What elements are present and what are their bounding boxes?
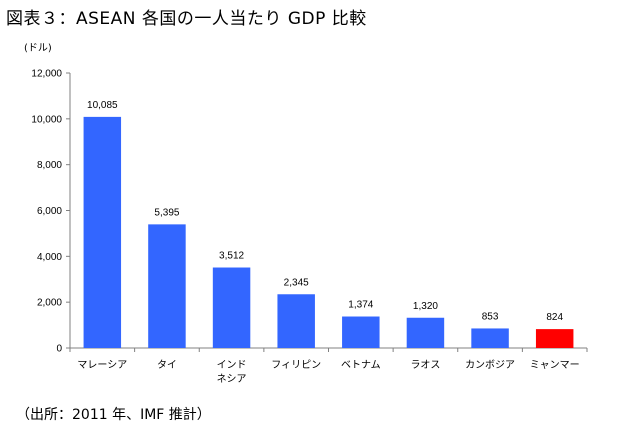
data-label: 824: [546, 312, 563, 323]
chart-title: 図表３：ASEAN 各国の一人当たり GDP 比較: [6, 9, 367, 29]
y-tick-label: 6,000: [37, 206, 62, 217]
bar: [212, 267, 251, 348]
data-label: 1,374: [348, 300, 373, 311]
x-tick-label: ミャンマー: [530, 360, 580, 371]
y-tick-label: 8,000: [37, 160, 62, 171]
bar: [83, 116, 122, 349]
y-tick-label: 12,000: [31, 69, 62, 80]
x-tick-label: インドネシア: [217, 360, 247, 385]
axes: [69, 73, 588, 352]
bar: [471, 328, 509, 348]
y-axis-unit-label: (ドル): [24, 43, 52, 54]
x-tick-label: ベトナム: [341, 359, 381, 371]
data-labels: 10,085 5,395 3,512 2,345 1,374 1,320 853 824: [87, 100, 563, 323]
data-label: 3,512: [219, 251, 244, 262]
bar: [406, 317, 445, 348]
x-tick-label: タイ: [157, 359, 177, 371]
data-label: 10,085: [87, 100, 118, 111]
data-label: 5,395: [154, 207, 179, 218]
x-axis-labels: マレーシア タイ インドネシア フィリピン ベトナム ラオス カンボジア ミャンマー: [77, 359, 579, 385]
x-tick-label: ラオス: [410, 359, 440, 371]
source-note: （出所：2011 年、IMF 推計）: [16, 407, 211, 423]
data-label: 853: [482, 311, 499, 322]
bar: [342, 316, 380, 348]
bar: [535, 329, 574, 348]
y-axis-ticks: 0 2,000 4,000 6,000 8,000 10,000 12,000: [31, 69, 70, 355]
y-tick-label: 10,000: [31, 114, 62, 125]
bar: [148, 224, 186, 348]
y-tick-label: 2,000: [37, 298, 62, 309]
x-tick-label: マレーシア: [77, 360, 127, 371]
x-tick-label: フィリピン: [271, 359, 321, 371]
data-label: 2,345: [284, 277, 309, 288]
bar-chart: (ドル) 0 2,000 4,000 6,000 8,000 10,000 12,000 1…: [24, 43, 588, 385]
data-label: 1,320: [413, 301, 438, 312]
y-tick-label: 0: [56, 344, 62, 355]
y-tick-label: 4,000: [37, 252, 62, 263]
bar: [277, 294, 315, 348]
x-tick-label: カンボジア: [465, 359, 515, 371]
bars: [83, 116, 574, 349]
